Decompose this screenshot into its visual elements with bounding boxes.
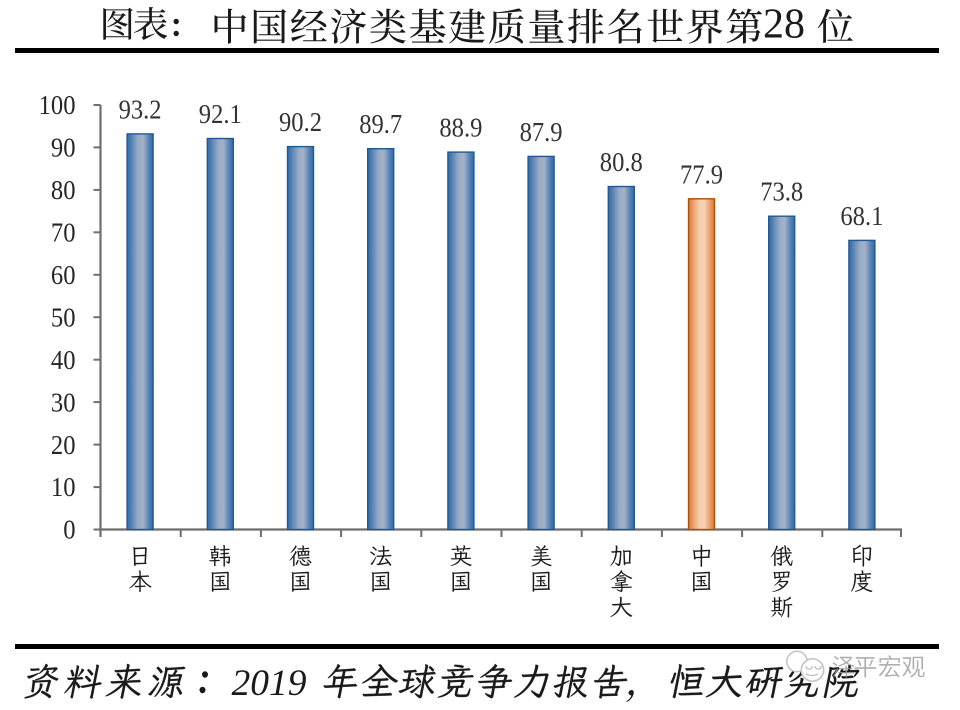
svg-text:60: 60 — [51, 260, 76, 290]
svg-text:68.1: 68.1 — [840, 201, 883, 231]
svg-text:92.1: 92.1 — [199, 99, 242, 129]
svg-text:93.2: 93.2 — [119, 94, 162, 124]
svg-text:90.2: 90.2 — [279, 107, 322, 137]
svg-text:0: 0 — [63, 515, 75, 545]
svg-text:89.7: 89.7 — [359, 109, 402, 139]
svg-text:87.9: 87.9 — [520, 117, 563, 147]
svg-text:30: 30 — [51, 387, 76, 417]
svg-text:80: 80 — [51, 175, 76, 205]
svg-text:20: 20 — [51, 430, 76, 460]
svg-text:73.8: 73.8 — [760, 177, 803, 207]
svg-text:40: 40 — [51, 345, 76, 375]
svg-text:2019: 2019 — [232, 663, 307, 704]
svg-text:70: 70 — [51, 218, 76, 248]
svg-text:10: 10 — [51, 472, 76, 502]
svg-text:88.9: 88.9 — [439, 113, 482, 143]
svg-text:80.8: 80.8 — [600, 147, 643, 177]
svg-text:77.9: 77.9 — [680, 159, 723, 189]
svg-text:28: 28 — [763, 2, 805, 48]
svg-text:100: 100 — [39, 90, 76, 120]
svg-text:50: 50 — [51, 302, 76, 332]
svg-text:90: 90 — [51, 133, 76, 163]
